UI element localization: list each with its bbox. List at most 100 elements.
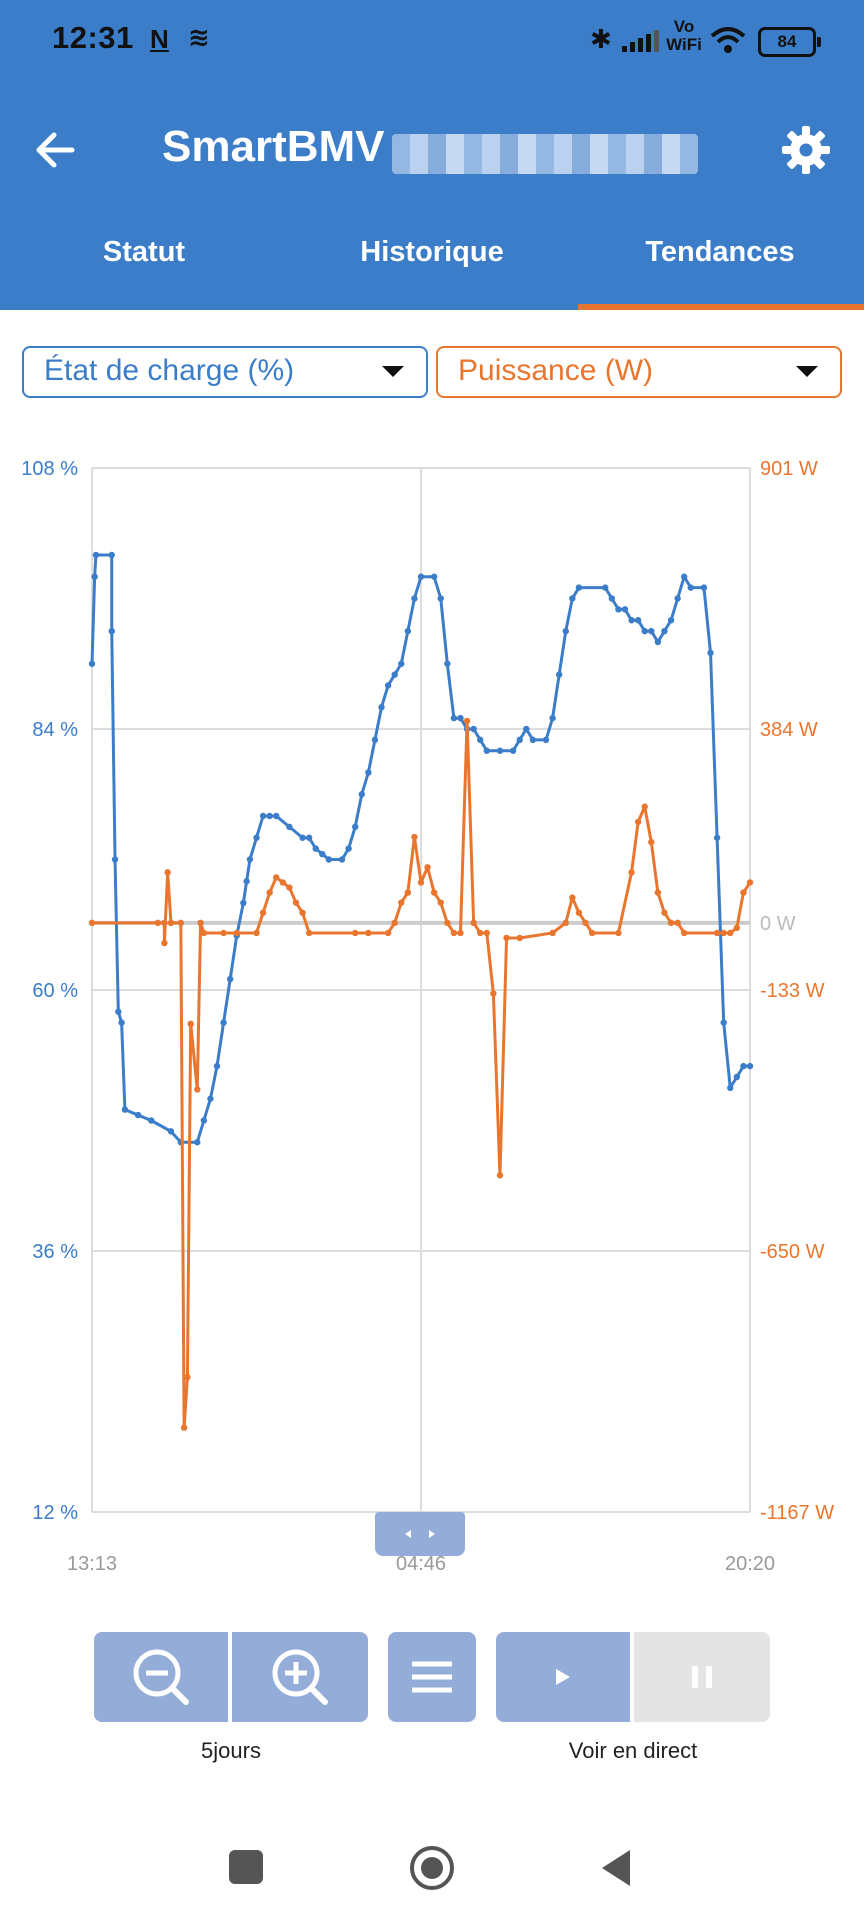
power-point: [463, 717, 471, 725]
tab-tendances[interactable]: Tendances: [645, 236, 795, 268]
power-point: [615, 929, 622, 937]
zoom-out-button[interactable]: [94, 1632, 228, 1722]
circle-icon[interactable]: [408, 1844, 456, 1892]
soc-point: [213, 1062, 221, 1070]
soc-point: [253, 834, 260, 841]
vowifi-label: Vo WiFi: [666, 17, 702, 54]
menu-button[interactable]: [388, 1632, 476, 1722]
play-button[interactable]: [496, 1632, 630, 1722]
signal-icon: [622, 30, 659, 52]
y-right-tick-label: -133 W: [760, 980, 825, 1002]
chart-scroll-handle[interactable]: [375, 1512, 465, 1556]
y-right-tick-label: 901 W: [760, 458, 818, 480]
soc-point: [700, 584, 708, 591]
active-tab-indicator: [578, 304, 864, 310]
power-point: [194, 1086, 201, 1093]
soc-point: [437, 595, 444, 602]
power-point: [187, 1020, 194, 1028]
power-point: [411, 833, 418, 841]
soc-point: [108, 551, 115, 559]
power-point: [667, 919, 675, 927]
soc-point: [240, 899, 247, 907]
soc-point: [634, 617, 642, 624]
power-point: [569, 894, 576, 901]
soc-point: [91, 573, 98, 580]
power-point: [444, 919, 451, 927]
left-metric-select[interactable]: État de charge (%): [22, 346, 428, 398]
power-point: [648, 838, 655, 846]
power-point: [496, 1172, 504, 1179]
power-point: [424, 864, 431, 871]
pause-icon: [692, 1666, 712, 1688]
soc-point: [483, 747, 490, 754]
soc-point: [312, 845, 319, 852]
soc-series-line: [90, 553, 750, 1144]
power-point: [161, 919, 168, 927]
power-point: [588, 929, 596, 937]
pause-button[interactable]: [634, 1632, 770, 1722]
arrow-left-icon[interactable]: [28, 122, 84, 178]
chevron-down-icon: [796, 366, 818, 377]
y-left-tick-label: 108 %: [21, 458, 78, 480]
power-point: [628, 869, 635, 876]
soc-point: [740, 1062, 747, 1070]
y-left-tick-label: 36 %: [32, 1241, 78, 1263]
square-icon[interactable]: [229, 1850, 263, 1884]
menu-icon: [412, 1661, 452, 1693]
tab-historique[interactable]: Historique: [360, 236, 504, 268]
soc-point: [226, 975, 234, 983]
layers-icon: ≋: [188, 22, 210, 52]
triangle-back-icon[interactable]: [596, 1846, 636, 1890]
gear-icon[interactable]: [778, 122, 834, 178]
soc-point: [246, 856, 254, 863]
soc-point: [430, 573, 438, 580]
power-point: [180, 1424, 188, 1431]
power-point: [253, 929, 260, 937]
power-point: [167, 919, 175, 927]
power-point: [661, 909, 668, 916]
right-metric-value: Puissance (W): [458, 354, 654, 387]
soc-point: [674, 595, 681, 602]
power-point: [384, 929, 392, 937]
y-left-tick-label: 12 %: [32, 1502, 78, 1524]
tab-statut[interactable]: Statut: [102, 236, 186, 268]
power-point: [177, 919, 185, 927]
soc-point: [477, 736, 484, 744]
y-left-tick-label: 60 %: [32, 980, 78, 1002]
power-point: [490, 990, 497, 997]
power-point: [197, 919, 204, 927]
power-point: [352, 929, 359, 937]
soc-point: [727, 1084, 734, 1092]
system-navbar: [0, 1808, 864, 1920]
right-metric-select[interactable]: Puissance (W): [436, 346, 842, 398]
soc-point: [194, 1139, 201, 1146]
power-point: [88, 919, 96, 927]
power-point: [220, 929, 227, 937]
soc-point: [608, 595, 616, 602]
left-right-arrows-icon: [405, 1530, 435, 1538]
power-point: [740, 889, 747, 896]
power-point: [273, 874, 280, 881]
soc-point: [167, 1128, 175, 1135]
power-point: [654, 889, 662, 896]
trend-chart[interactable]: 108 % 84 % 60 % 36 % 12 % 901 W 384 W -133 W -6…: [0, 440, 864, 1600]
soc-point: [200, 1117, 208, 1124]
soc-point: [470, 725, 477, 733]
soc-point: [575, 584, 583, 591]
soc-point: [733, 1073, 741, 1081]
zoom-in-button[interactable]: [232, 1632, 368, 1722]
soc-point: [88, 660, 96, 667]
zoom-range-label: 5jours: [201, 1738, 261, 1763]
soc-point: [325, 856, 333, 863]
soc-point: [681, 573, 688, 580]
soc-point: [542, 736, 550, 744]
soc-point: [115, 1008, 122, 1015]
live-view-label: Voir en direct: [568, 1738, 698, 1763]
power-point: [154, 919, 161, 927]
battery-indicator: 84: [758, 27, 821, 57]
y-right-tick-label: -650 W: [760, 1241, 825, 1263]
power-point: [430, 889, 438, 896]
n-icon: N: [150, 24, 169, 54]
power-point: [398, 899, 405, 906]
soc-point: [648, 627, 655, 635]
